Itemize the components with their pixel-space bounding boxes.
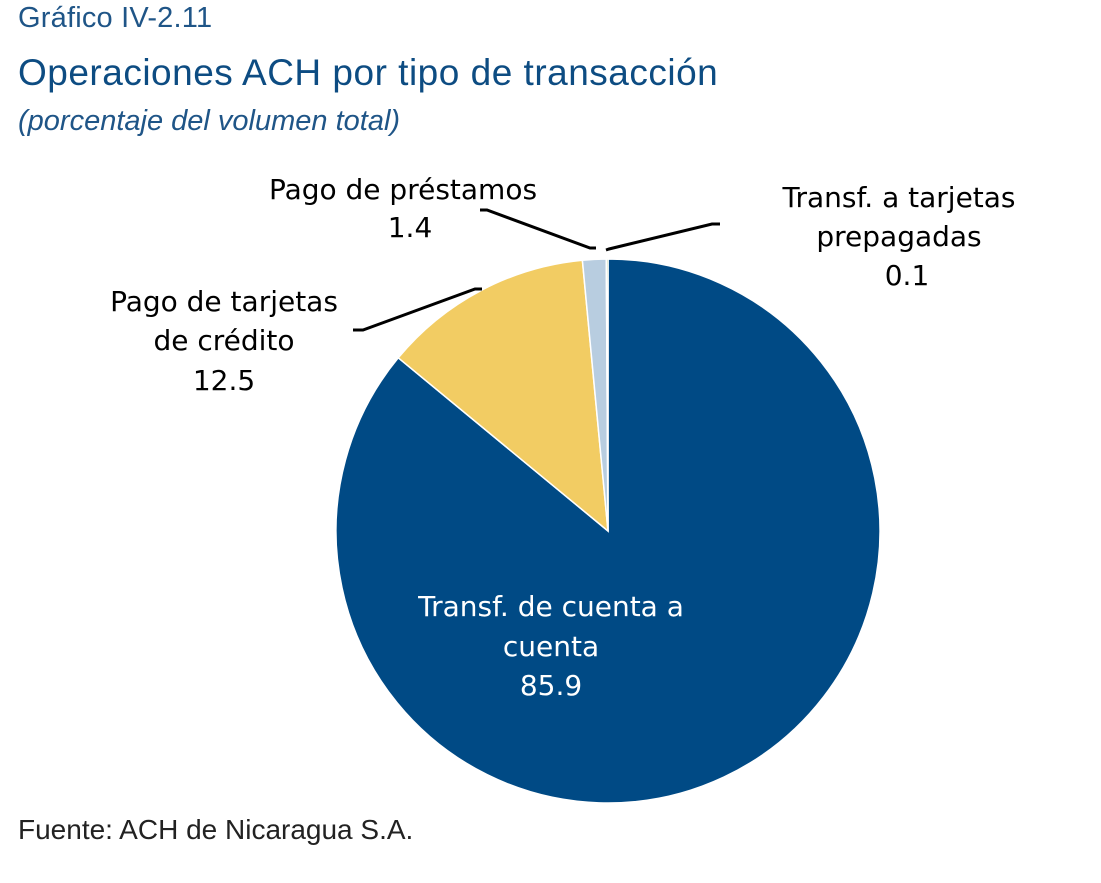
slice-value-label: 1.4 — [388, 211, 433, 244]
slice-label: cuenta — [503, 630, 599, 663]
slice-tarjetas-credito — [397, 259, 609, 533]
slice-label: de crédito — [153, 324, 294, 357]
chart-number: Gráfico IV-2.11 — [18, 2, 213, 34]
source-note: Fuente: ACH de Nicaragua S.A. — [18, 814, 414, 845]
slice-label: Pago de tarjetas — [110, 285, 338, 318]
slice-tarjetas-prepagadas — [605, 258, 609, 532]
leader-line — [353, 287, 482, 332]
chart-subtitle: (porcentaje del volumen total) — [18, 105, 401, 137]
leader-line — [605, 222, 720, 252]
leader-line — [480, 208, 596, 250]
slice-value-label: 85.9 — [520, 669, 582, 702]
chart-title: Operaciones ACH por tipo de transacción — [18, 52, 719, 93]
slice-label: Transf. de cuenta a — [417, 590, 684, 623]
slice-label: prepagadas — [816, 220, 981, 253]
slice-value-label: 12.5 — [193, 364, 255, 397]
slice-value-label: 0.1 — [885, 259, 930, 292]
slice-label: Pago de préstamos — [269, 173, 537, 206]
slice-label: Transf. a tarjetas — [781, 181, 1015, 214]
